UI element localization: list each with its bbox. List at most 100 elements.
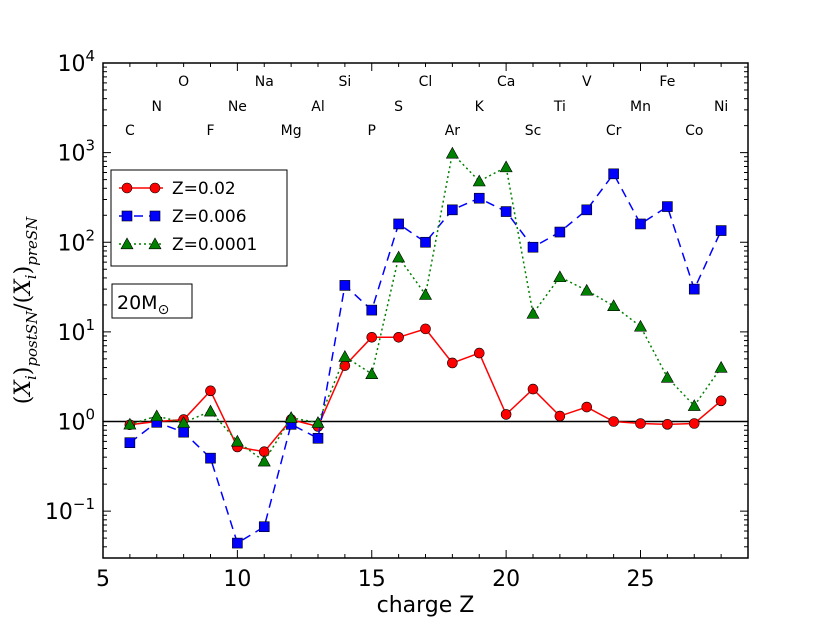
y-tick-label: 101 (57, 316, 95, 346)
x-tick-label: 10 (223, 567, 251, 592)
y-tick-label: 103 (57, 137, 95, 167)
series-3 (123, 146, 728, 467)
x-tick-label: 5 (96, 567, 110, 592)
data-point (500, 206, 512, 217)
legend-marker (121, 210, 133, 222)
element-label-o: O (178, 74, 189, 90)
data-point (338, 349, 352, 362)
element-label-ti: Ti (553, 99, 566, 115)
data-point (688, 418, 700, 429)
data-point (554, 226, 566, 238)
legend-marker (148, 237, 162, 250)
element-label-cr: Cr (606, 123, 622, 139)
data-point (257, 454, 271, 467)
x-tick-label: 15 (358, 567, 386, 592)
element-label-c: C (125, 123, 135, 139)
data-point (580, 283, 594, 296)
annotation-text: 20M⊙ (117, 292, 169, 318)
data-point (232, 537, 243, 549)
element-label-al: Al (311, 99, 324, 115)
element-labels: C NO F Ne Na Mg Al Si P S Cl Ar K Ca Sc Ti V Cr Mn Fe Co Ni (125, 74, 728, 139)
data-point (608, 168, 619, 180)
data-point (526, 306, 540, 319)
series-line (129, 328, 722, 453)
element-label-si: Si (338, 74, 351, 90)
data-point (258, 521, 270, 533)
element-label-fe: Fe (659, 74, 675, 90)
element-label-ca: Ca (497, 74, 515, 90)
y-axis-label-text: (Xi)postSN/(Xi)preSN (11, 216, 41, 404)
legend-entry: Z=0.02 (172, 179, 236, 199)
element-label-p: P (368, 123, 376, 139)
legend-marker (121, 182, 133, 194)
element-label-co: Co (685, 123, 703, 139)
legend-entry: Z=0.006 (172, 207, 247, 227)
data-point (312, 432, 324, 444)
data-point (633, 319, 648, 332)
data-point (635, 418, 646, 429)
data-point (553, 270, 567, 283)
legend-marker (149, 210, 161, 222)
series-layer (123, 146, 728, 549)
element-label-ni: Ni (714, 99, 728, 115)
data-point (662, 419, 673, 430)
data-point (473, 192, 485, 204)
data-point (500, 409, 512, 420)
mass-annotation: 20M⊙ (111, 283, 193, 319)
data-point (687, 399, 701, 411)
y-tick-label: 102 (57, 226, 95, 256)
element-label-v: V (582, 74, 592, 90)
element-label-mg: Mg (281, 123, 302, 139)
data-point (447, 357, 458, 369)
element-label-k: K (475, 99, 485, 115)
data-point (393, 332, 404, 343)
data-point (527, 241, 539, 253)
data-point (608, 416, 619, 427)
annotation-box (111, 283, 193, 319)
data-point (393, 218, 404, 230)
data-point (150, 409, 164, 422)
x-tick-label: 25 (627, 567, 655, 592)
data-point (635, 218, 646, 230)
data-point (418, 288, 433, 300)
data-point (205, 385, 216, 397)
data-point (177, 416, 191, 428)
data-point (230, 434, 244, 447)
series-2 (124, 168, 727, 549)
element-label-sc: Sc (525, 123, 542, 139)
data-point (554, 410, 566, 422)
series-line (129, 172, 722, 545)
data-point (581, 204, 593, 216)
data-point (473, 347, 485, 359)
data-point (339, 280, 351, 291)
plot-frame (102, 62, 749, 559)
data-point (124, 437, 136, 449)
data-point (688, 283, 700, 295)
data-point (447, 204, 458, 216)
data-point (607, 299, 621, 311)
data-point (420, 323, 431, 335)
data-point (366, 304, 378, 316)
element-label-ar: Ar (445, 123, 461, 139)
element-label-s: S (394, 99, 403, 115)
series-1 (124, 323, 727, 458)
element-label-mn: Mn (630, 99, 651, 115)
y-axis-label: (Xi)postSN/(Xi)preSN (11, 216, 41, 404)
data-point (472, 174, 486, 187)
x-axis-label: charge Z (377, 593, 475, 618)
axis-ticks: 5 10 15 20 25 10−1 100 101 102 103 104 (45, 47, 749, 592)
data-point (366, 332, 378, 343)
data-point (284, 411, 298, 423)
data-point (715, 395, 727, 407)
data-point (392, 250, 406, 263)
data-point (499, 160, 513, 173)
data-point (527, 383, 539, 395)
data-point (662, 201, 673, 212)
element-label-f: F (206, 123, 214, 139)
legend-box (110, 169, 288, 267)
legend-marker (120, 237, 134, 250)
y-tick-label: 10−1 (45, 495, 95, 525)
data-point (420, 236, 431, 248)
data-point (715, 225, 727, 236)
